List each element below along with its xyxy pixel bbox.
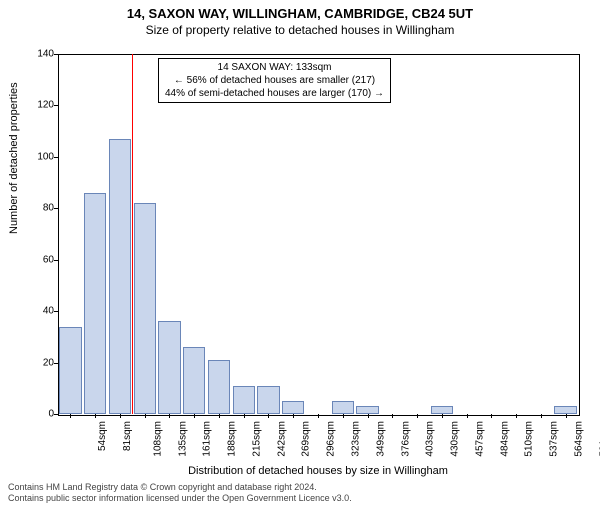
xtick-mark bbox=[120, 414, 121, 418]
xtick-label: 323sqm bbox=[351, 421, 362, 457]
xtick-label: 242sqm bbox=[276, 421, 287, 457]
xtick-label: 54sqm bbox=[97, 421, 108, 451]
chart-plot-area: 14 SAXON WAY: 133sqm← 56% of detached ho… bbox=[58, 54, 578, 414]
histogram-bar bbox=[554, 406, 576, 414]
x-axis-label: Distribution of detached houses by size … bbox=[58, 465, 578, 477]
histogram-bar bbox=[282, 401, 304, 414]
histogram-bar bbox=[183, 347, 205, 414]
footer-attribution: Contains HM Land Registry data © Crown c… bbox=[8, 482, 352, 504]
histogram-bar bbox=[109, 139, 131, 414]
xtick-mark bbox=[268, 414, 269, 418]
ytick-label: 140 bbox=[37, 49, 54, 60]
xtick-mark bbox=[392, 414, 393, 418]
xtick-label: 161sqm bbox=[202, 421, 213, 457]
xtick-label: 108sqm bbox=[152, 421, 163, 457]
ytick-mark bbox=[54, 208, 58, 209]
histogram-bar bbox=[59, 327, 81, 414]
xtick-label: 430sqm bbox=[450, 421, 461, 457]
annotation-box: 14 SAXON WAY: 133sqm← 56% of detached ho… bbox=[158, 58, 391, 103]
histogram-bar bbox=[134, 203, 156, 414]
xtick-mark bbox=[541, 414, 542, 418]
xtick-label: 296sqm bbox=[326, 421, 337, 457]
property-marker-line bbox=[132, 54, 133, 414]
ytick-mark bbox=[54, 311, 58, 312]
xtick-label: 403sqm bbox=[425, 421, 436, 457]
ytick-mark bbox=[54, 363, 58, 364]
xtick-mark bbox=[343, 414, 344, 418]
xtick-label: 537sqm bbox=[549, 421, 560, 457]
xtick-mark bbox=[293, 414, 294, 418]
xtick-label: 215sqm bbox=[252, 421, 263, 457]
ytick-label: 100 bbox=[37, 151, 54, 162]
annotation-line3: 44% of semi-detached houses are larger (… bbox=[165, 87, 384, 100]
xtick-label: 349sqm bbox=[375, 421, 386, 457]
xtick-mark bbox=[417, 414, 418, 418]
annotation-line1: 14 SAXON WAY: 133sqm bbox=[165, 61, 384, 74]
ytick-label: 0 bbox=[48, 409, 54, 420]
histogram-bar bbox=[233, 386, 255, 414]
xtick-label: 510sqm bbox=[524, 421, 535, 457]
histogram-bar bbox=[332, 401, 354, 414]
ytick-label: 20 bbox=[43, 357, 54, 368]
xtick-mark bbox=[566, 414, 567, 418]
ytick-label: 120 bbox=[37, 100, 54, 111]
footer-line1: Contains HM Land Registry data © Crown c… bbox=[8, 482, 352, 493]
histogram-bar bbox=[158, 321, 180, 414]
y-axis-label: Number of detached properties bbox=[8, 82, 20, 234]
histogram-bar bbox=[431, 406, 453, 414]
xtick-mark bbox=[442, 414, 443, 418]
xtick-label: 457sqm bbox=[474, 421, 485, 457]
ytick-mark bbox=[54, 54, 58, 55]
ytick-mark bbox=[54, 157, 58, 158]
xtick-mark bbox=[95, 414, 96, 418]
xtick-mark bbox=[194, 414, 195, 418]
ytick-mark bbox=[54, 105, 58, 106]
chart-subtitle: Size of property relative to detached ho… bbox=[0, 23, 600, 37]
xtick-label: 135sqm bbox=[177, 421, 188, 457]
xtick-mark bbox=[467, 414, 468, 418]
xtick-label: 376sqm bbox=[400, 421, 411, 457]
xtick-mark bbox=[491, 414, 492, 418]
ytick-mark bbox=[54, 414, 58, 415]
xtick-label: 81sqm bbox=[122, 421, 133, 451]
xtick-label: 188sqm bbox=[227, 421, 238, 457]
ytick-label: 60 bbox=[43, 254, 54, 265]
xtick-mark bbox=[244, 414, 245, 418]
xtick-mark bbox=[516, 414, 517, 418]
histogram-bar bbox=[356, 406, 378, 414]
xtick-mark bbox=[318, 414, 319, 418]
xtick-label: 269sqm bbox=[301, 421, 312, 457]
xtick-mark bbox=[368, 414, 369, 418]
ytick-mark bbox=[54, 260, 58, 261]
xtick-mark bbox=[169, 414, 170, 418]
xtick-mark bbox=[219, 414, 220, 418]
histogram-bar bbox=[257, 386, 279, 414]
xtick-mark bbox=[145, 414, 146, 418]
annotation-line2: ← 56% of detached houses are smaller (21… bbox=[165, 74, 384, 87]
histogram-bar bbox=[208, 360, 230, 414]
ytick-label: 40 bbox=[43, 306, 54, 317]
xtick-label: 484sqm bbox=[499, 421, 510, 457]
footer-line2: Contains public sector information licen… bbox=[8, 493, 352, 504]
xtick-label: 564sqm bbox=[573, 421, 584, 457]
ytick-label: 80 bbox=[43, 203, 54, 214]
histogram-bar bbox=[84, 193, 106, 414]
chart-title: 14, SAXON WAY, WILLINGHAM, CAMBRIDGE, CB… bbox=[0, 6, 600, 21]
xtick-mark bbox=[70, 414, 71, 418]
